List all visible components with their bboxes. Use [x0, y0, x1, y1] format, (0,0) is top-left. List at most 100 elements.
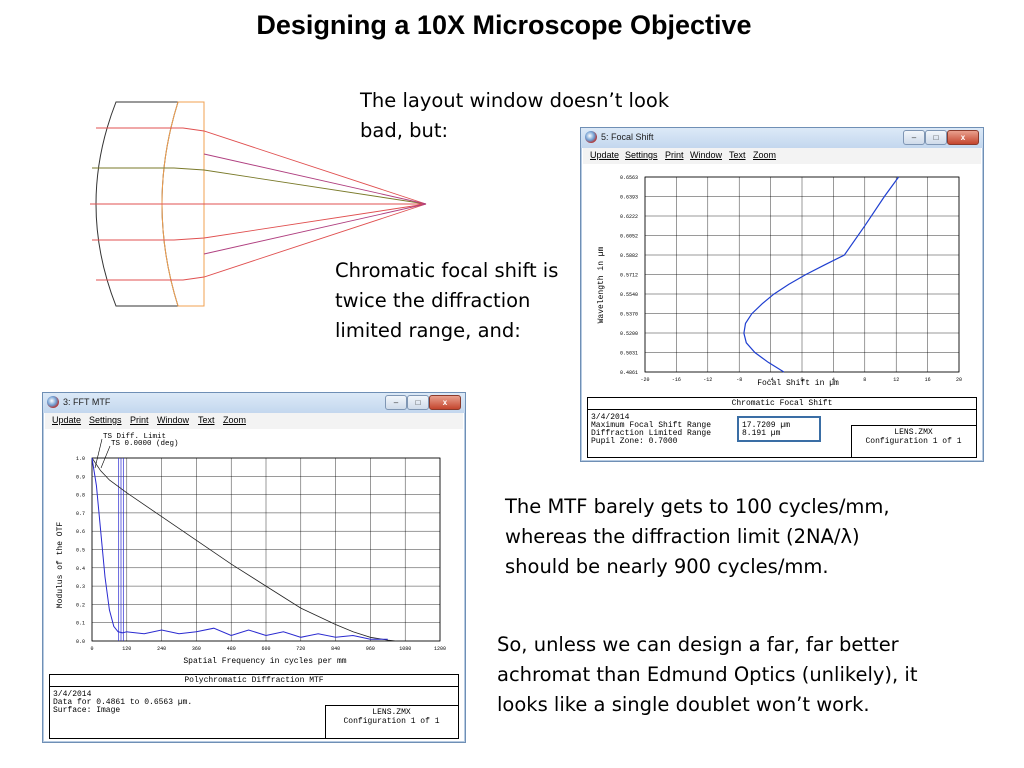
focal-shift-y-tick-label: 0.5882 — [620, 253, 638, 259]
mtf-diffraction-limit-curve — [91, 457, 397, 642]
menu-text[interactable]: Text — [729, 150, 746, 160]
minimize-button[interactable]: – — [903, 130, 925, 145]
mtf-x-tick-label: 120 — [122, 646, 131, 652]
footer-line1-label: Maximum Focal Shift Range — [591, 421, 712, 430]
focal-shift-x-tick-label: -20 — [640, 377, 649, 383]
menu-text[interactable]: Text — [198, 415, 215, 425]
focal-shift-x-tick-label: 16 — [925, 377, 931, 383]
mtf-caption: The MTF barely gets to 100 cycles/mm, wh… — [505, 495, 890, 578]
focal-shift-y-tick-label: 0.5370 — [620, 312, 638, 318]
mtf-grid — [91, 457, 441, 642]
flint-lens-element — [161, 101, 205, 307]
mtf-x-tick-label: 0 — [90, 646, 93, 652]
mtf-y-tick-label: 0.9 — [76, 474, 85, 480]
menu-print[interactable]: Print — [665, 150, 684, 160]
focal-shift-footer: Chromatic Focal Shift 3/4/2014 Maximum F… — [587, 397, 977, 458]
menu-window[interactable]: Window — [157, 415, 190, 425]
ray-1 — [96, 127, 427, 205]
mtf-polychromatic-curve — [91, 457, 388, 640]
footer-file-box — [325, 705, 458, 738]
chromatic-focal-shift-curve — [743, 176, 900, 373]
menu-update[interactable]: Update — [590, 150, 620, 160]
menu-zoom[interactable]: Zoom — [223, 415, 247, 425]
close-button[interactable]: x — [429, 395, 461, 410]
mtf-y-tick-label: 0.3 — [76, 584, 85, 590]
mtf-y-tick-label: 0.0 — [76, 639, 85, 645]
footer-line1: Data for 0.4861 to 0.6563 µm. — [53, 698, 193, 707]
menu-window[interactable]: Window — [690, 150, 723, 160]
fft-mtf-plot-area: TS Diff. Limit TS 0.0000 (deg) 0 120 240 36… — [45, 430, 463, 740]
focal-shift-window: 5: Focal Shift – □ x Update Settings Pri… — [580, 127, 984, 462]
mtf-xlabel: Spatial Frequency in cycles per mm — [183, 657, 346, 666]
legend-leader-line — [100, 445, 111, 469]
maximize-button[interactable]: □ — [925, 130, 947, 145]
footer-line2-label: Diffraction Limited Range — [591, 429, 712, 438]
focal-shift-titlebar[interactable]: 5: Focal Shift – □ x — [581, 128, 983, 148]
menu-update[interactable]: Update — [52, 415, 82, 425]
fft-mtf-titlebar[interactable]: 3: FFT MTF – □ x — [43, 393, 465, 413]
ray-6 — [203, 153, 427, 205]
mtf-x-tick-label: 1200 — [434, 646, 446, 652]
focal-shift-y-tick-label: 0.6222 — [620, 214, 638, 220]
legend-leader-lines — [94, 438, 111, 469]
app-icon — [47, 396, 59, 408]
menu-print[interactable]: Print — [130, 415, 149, 425]
focal-shift-plot-area: -20 -16 -12 -8 -4 0 4 8 12 16 20 0.4861 0.5031 0.5200… — [583, 165, 981, 459]
mtf-x-tick-label: 720 — [296, 646, 305, 652]
legend-leader-line — [94, 438, 103, 469]
focal-shift-y-tick-label: 0.6563 — [620, 175, 638, 181]
legend-diff-limit: TS Diff. Limit — [103, 433, 166, 441]
footer-file: LENS.ZMX — [372, 708, 411, 717]
focal-shift-y-tick-label: 0.4861 — [620, 370, 638, 376]
focal-shift-x-tick-label: -12 — [703, 377, 712, 383]
mtf-y-tick-label: 0.8 — [76, 493, 85, 499]
footer-file-box — [851, 425, 976, 457]
focal-shift-x-tick-label: 0 — [800, 377, 803, 383]
focal-shift-y-tick-label: 0.5540 — [620, 292, 638, 298]
focal-shift-y-tick-label: 0.5031 — [620, 351, 638, 357]
mtf-ticks: 0 120 240 360 480 600 720 840 960 1080 1200 0.0 0.1 0… — [76, 456, 446, 652]
app-icon — [585, 131, 597, 143]
ray-7 — [203, 203, 427, 255]
layout-caption: The layout window doesn’t look bad, but: — [360, 89, 670, 142]
focal-shift-x-tick-label: 8 — [863, 377, 866, 383]
legend-ts-0deg: TS 0.0000 (deg) — [111, 440, 179, 448]
fft-mtf-menubar: Update Settings Print Window Text Zoom — [45, 413, 463, 429]
menu-settings[interactable]: Settings — [625, 150, 658, 160]
fft-mtf-footer: Polychromatic Diffraction MTF 3/4/2014 D… — [49, 674, 459, 739]
mtf-x-tick-label: 480 — [227, 646, 236, 652]
close-button[interactable]: x — [947, 130, 979, 145]
focal-shift-x-tick-label: -16 — [672, 377, 681, 383]
lens-layout-diagram — [90, 101, 427, 307]
footer-date: 3/4/2014 — [53, 690, 92, 699]
focal-shift-values-box — [737, 416, 821, 442]
footer-config: Configuration 1 of 1 — [865, 437, 962, 446]
menu-zoom[interactable]: Zoom — [753, 150, 777, 160]
window-title: 5: Focal Shift — [601, 132, 654, 142]
ray-fan — [90, 127, 427, 281]
focal-shift-x-tick-label: 4 — [832, 377, 835, 383]
fft-mtf-window: 3: FFT MTF – □ x Update Settings Print W… — [42, 392, 466, 743]
menu-settings[interactable]: Settings — [89, 415, 122, 425]
footer-line2-value: 8.191 µm — [742, 429, 781, 438]
mtf-ylabel: Modulus of the OTF — [56, 522, 65, 609]
footer-title: Chromatic Focal Shift — [588, 398, 976, 410]
focal-shift-y-tick-label: 0.6393 — [620, 195, 638, 201]
mtf-x-tick-label: 840 — [331, 646, 340, 652]
window-title: 3: FFT MTF — [63, 397, 111, 407]
focal-shift-menubar: Update Settings Print Window Text Zoom — [583, 148, 981, 164]
mtf-y-tick-label: 0.7 — [76, 511, 85, 517]
mtf-y-tick-label: 0.6 — [76, 529, 85, 535]
footer-line1-value: 17.7209 µm — [742, 421, 791, 430]
slide-title: Designing a 10X Microscope Objective — [256, 10, 752, 40]
focal-shift-ticks: -20 -16 -12 -8 -4 0 4 8 12 16 20 0.4861 0.5031 0.5200… — [620, 175, 962, 383]
footer-config: Configuration 1 of 1 — [343, 717, 440, 726]
minimize-button[interactable]: – — [385, 395, 407, 410]
ray-4 — [92, 203, 427, 241]
mtf-x-tick-label: 240 — [157, 646, 166, 652]
maximize-button[interactable]: □ — [407, 395, 429, 410]
focal-shift-x-tick-label: -4 — [768, 377, 774, 383]
mtf-y-tick-label: 0.4 — [76, 566, 85, 572]
chromatic-caption: Chromatic focal shift is twice the diffr… — [335, 259, 559, 342]
mtf-y-tick-label: 0.2 — [76, 602, 85, 608]
